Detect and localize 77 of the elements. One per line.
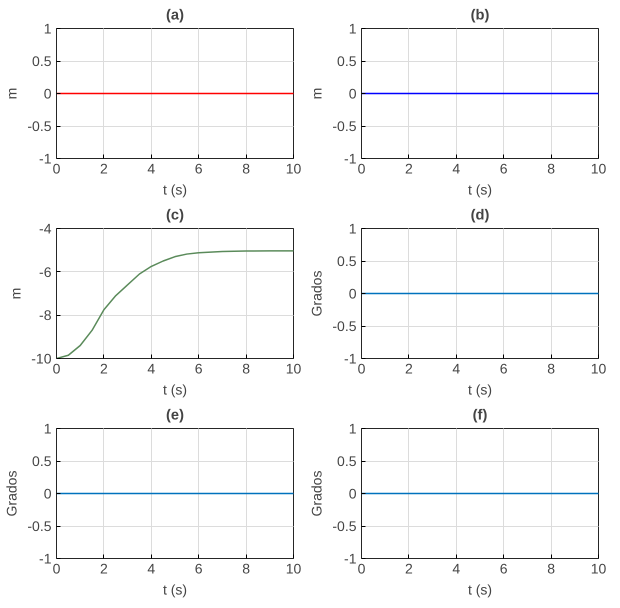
x-tick-label: 10: [286, 160, 302, 176]
x-axis-title: t (s): [162, 382, 188, 398]
chart-title: (f): [472, 408, 488, 424]
y-axis-title: Grados: [3, 470, 20, 516]
y-tick-label: 1: [348, 420, 357, 436]
y-tick-label: 0.5: [32, 453, 52, 469]
y-tick-label: 0.5: [337, 453, 357, 469]
y-tick-label: -1: [344, 150, 357, 166]
y-tick-label: 1: [348, 20, 357, 36]
y-tick-label: -1: [39, 550, 52, 566]
y-tick-label: -1: [39, 150, 52, 166]
y-tick-label: -8: [39, 307, 52, 324]
x-tick-label: 2: [405, 160, 414, 176]
x-tick-label: 8: [242, 360, 250, 376]
y-tick-label: -10: [31, 350, 52, 366]
x-tick-label: 10: [590, 160, 606, 176]
x-tick-label: 4: [452, 560, 460, 576]
y-axis-title: m: [7, 288, 24, 300]
x-tick-label: 4: [452, 160, 460, 176]
y-tick-label: -0.5: [332, 318, 357, 334]
y-tick-label: 1: [348, 220, 357, 236]
y-tick-label: -0.5: [332, 118, 357, 134]
y-tick-label: -1: [344, 350, 357, 366]
y-tick-label: 0: [44, 86, 52, 102]
y-tick-label: -0.5: [332, 518, 357, 534]
y-tick-label: 0.5: [337, 53, 357, 69]
y-axis-title: m: [3, 88, 20, 100]
chart-title: (b): [470, 8, 490, 24]
x-tick-label: 10: [286, 560, 302, 576]
y-tick-label: 1: [44, 20, 52, 36]
x-tick-label: 2: [100, 560, 108, 576]
y-tick-label: 0: [348, 286, 357, 302]
x-tick-label: 10: [286, 360, 302, 376]
x-tick-label: 8: [242, 160, 250, 176]
y-tick-label: 0: [348, 86, 357, 102]
x-tick-label: 10: [590, 560, 606, 576]
chart-title: (a): [166, 8, 184, 24]
x-tick-label: 6: [500, 560, 508, 576]
x-axis-title: t (s): [162, 182, 188, 198]
y-tick-label: 0: [44, 486, 52, 502]
x-tick-label: 6: [500, 160, 508, 176]
x-axis-title: t (s): [162, 582, 188, 598]
x-tick-label: 6: [500, 360, 508, 376]
y-axis-title: Grados: [308, 470, 324, 516]
x-tick-label: 8: [547, 360, 556, 376]
y-tick-label: 0.5: [32, 53, 52, 69]
x-tick-label: 2: [405, 360, 414, 376]
x-tick-label: 8: [547, 160, 556, 176]
chart-title: (d): [470, 208, 490, 224]
x-axis-title: t (s): [468, 182, 492, 198]
y-tick-label: -4: [39, 220, 52, 236]
chart-title: (c): [166, 208, 184, 224]
x-tick-label: 2: [100, 360, 108, 376]
x-tick-label: 2: [405, 560, 414, 576]
chart-title: (e): [166, 408, 184, 424]
x-tick-label: 6: [194, 560, 203, 576]
x-tick-label: 8: [242, 560, 250, 576]
x-tick-label: 6: [194, 160, 203, 176]
y-tick-label: -6: [39, 264, 52, 280]
x-axis-title: t (s): [468, 382, 492, 398]
y-tick-label: 0.5: [337, 253, 357, 269]
x-axis-title: t (s): [468, 582, 492, 598]
x-tick-label: 4: [147, 160, 156, 176]
y-tick-label: 1: [44, 420, 52, 436]
y-tick-label: -0.5: [27, 518, 52, 534]
y-axis-title: Grados: [308, 270, 324, 316]
x-tick-label: 10: [590, 360, 606, 376]
x-tick-label: 2: [100, 160, 108, 176]
x-tick-label: 4: [452, 360, 460, 376]
x-tick-label: 4: [147, 560, 156, 576]
y-tick-label: -0.5: [27, 118, 52, 134]
y-axis-title: m: [308, 88, 324, 100]
x-tick-label: 6: [194, 360, 203, 376]
x-tick-label: 8: [547, 560, 556, 576]
x-tick-label: 4: [147, 360, 156, 376]
y-tick-label: 0: [348, 486, 357, 502]
y-tick-label: -1: [344, 550, 357, 566]
